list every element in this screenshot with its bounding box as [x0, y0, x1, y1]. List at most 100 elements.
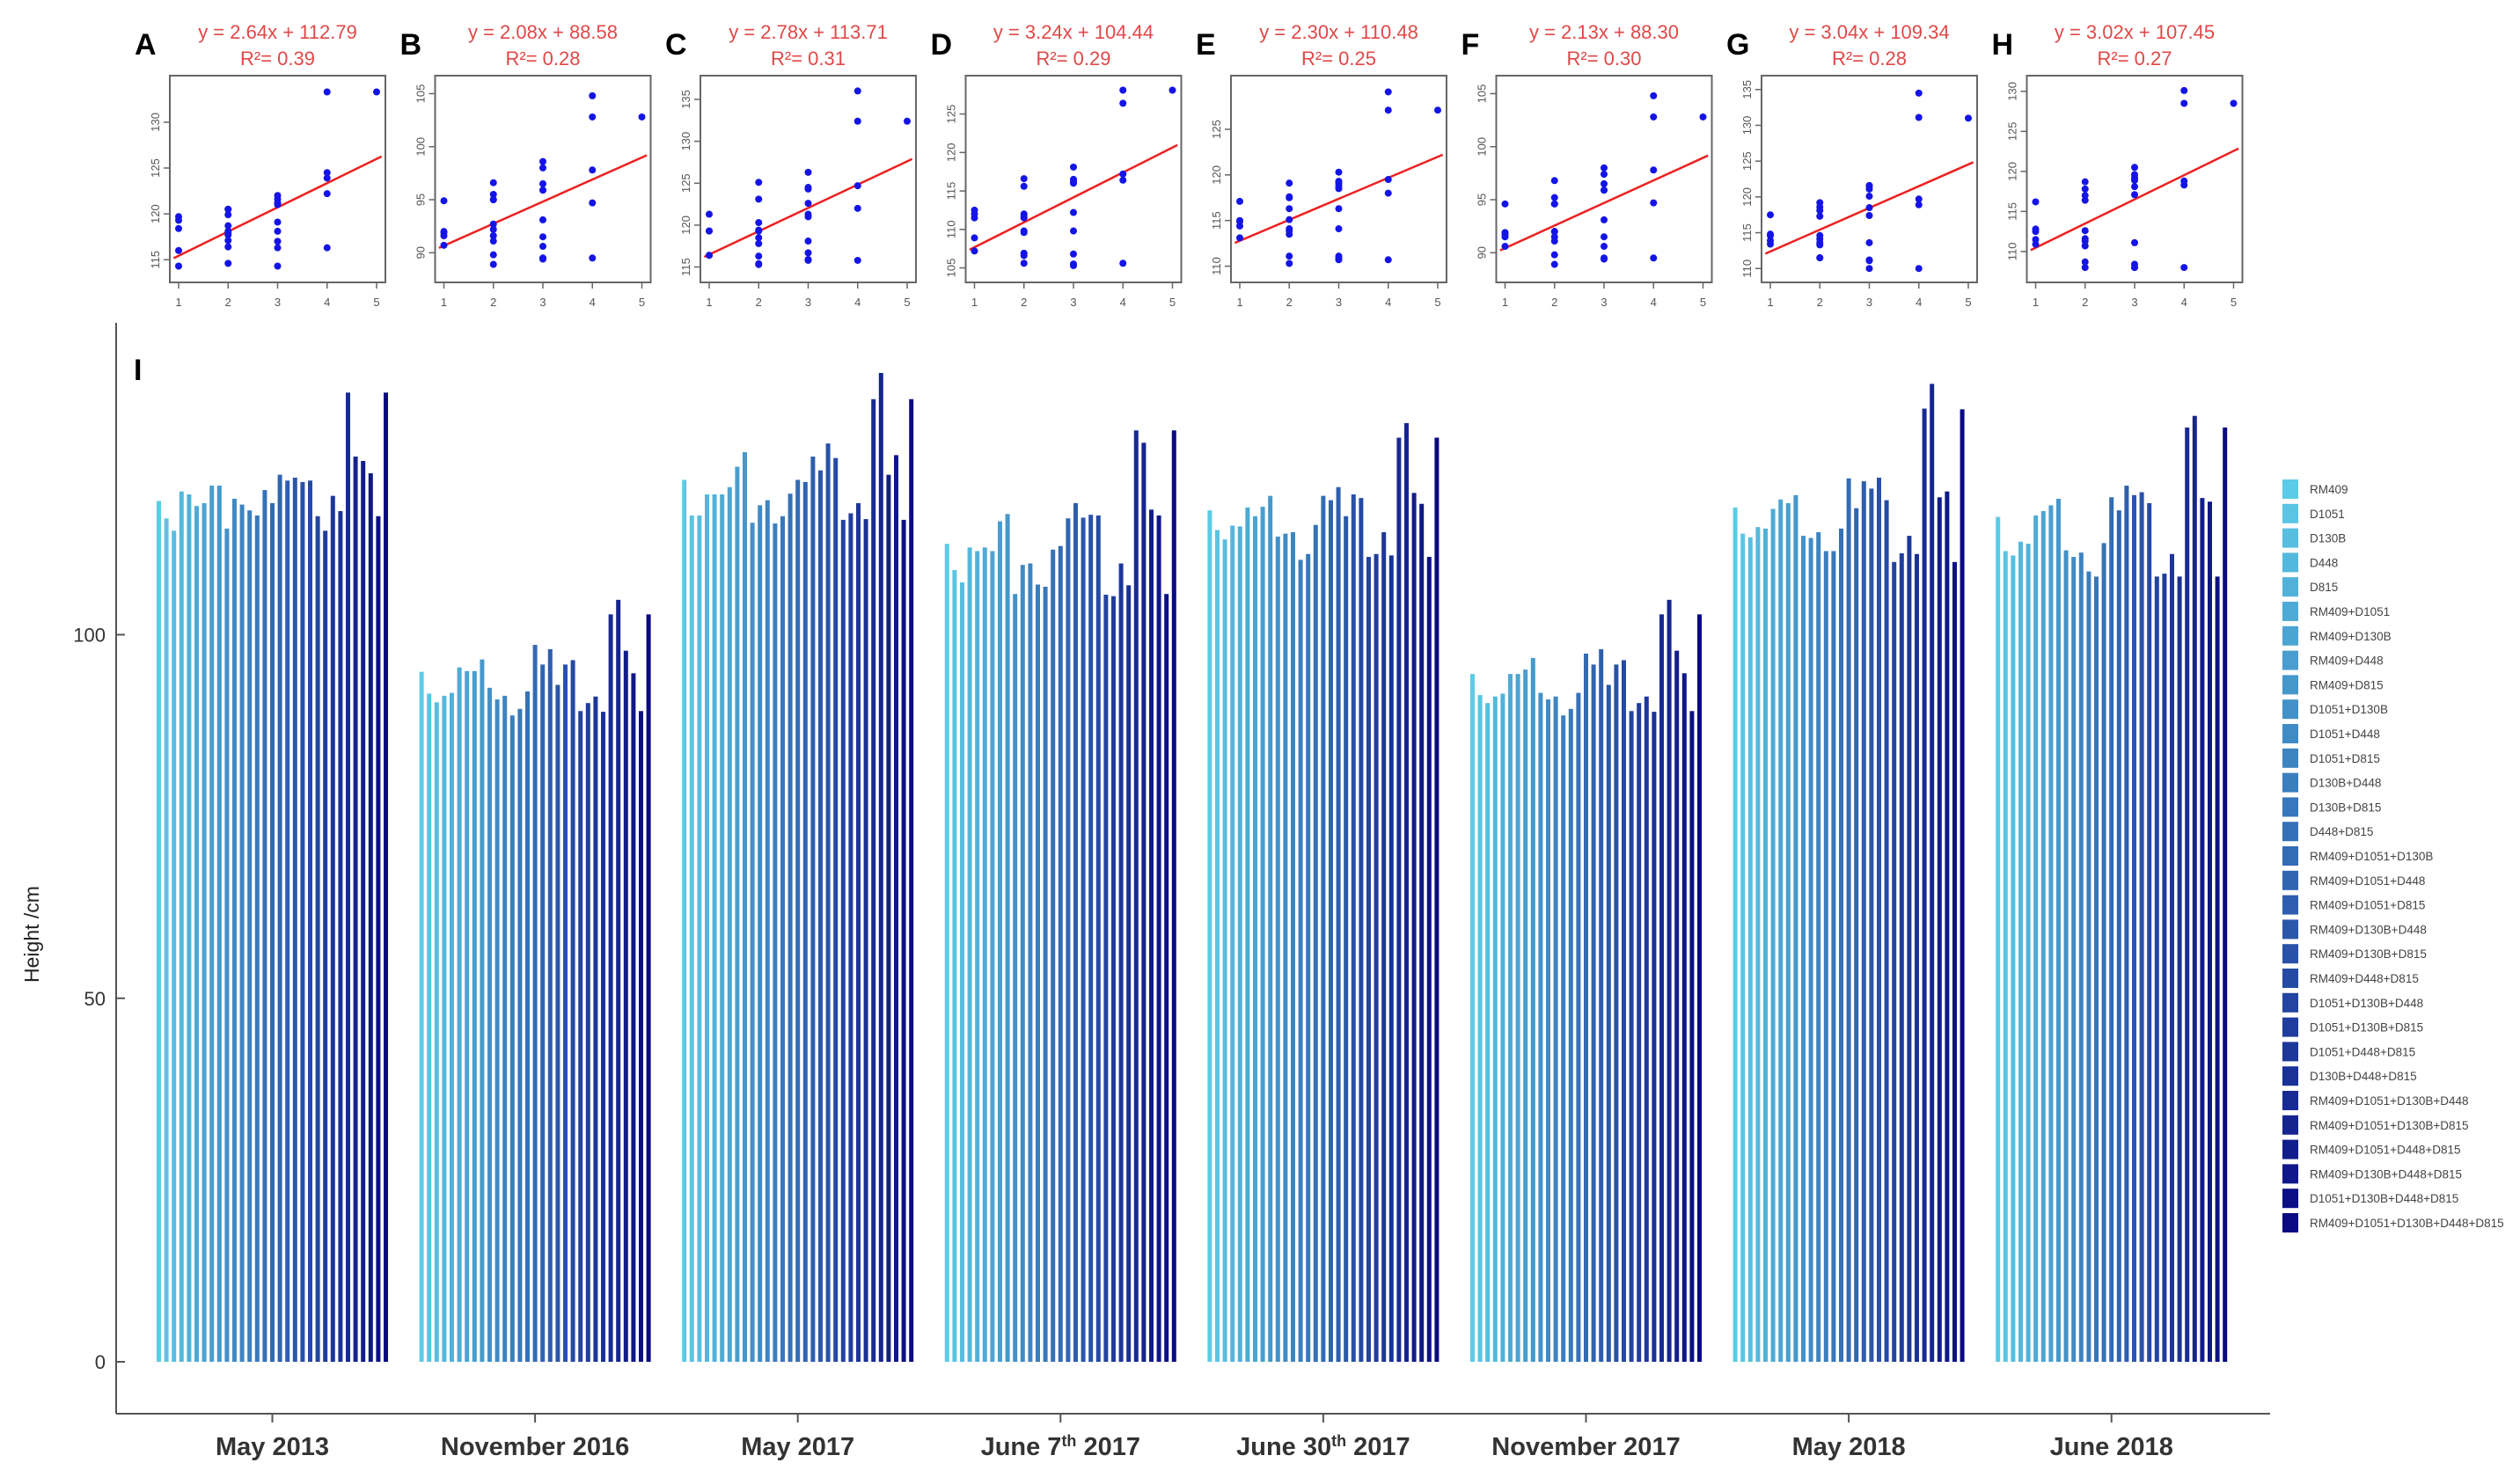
legend-item: RM409+D130B [2282, 625, 2392, 646]
legend-label: RM409+D1051+D815 [2310, 899, 2425, 912]
scatter-point [1286, 216, 1293, 223]
bar [1207, 510, 1212, 1362]
scatter-point [1865, 257, 1873, 265]
x-tick-label: 1 [1767, 296, 1773, 309]
legend-label: D815 [2310, 581, 2338, 594]
bar [1404, 422, 1409, 1362]
bar [982, 547, 987, 1362]
bar [239, 504, 245, 1362]
legend-label: RM409+D448 [2310, 655, 2384, 668]
legend-label: RM409+D130B [2310, 630, 2392, 643]
plot-frame [1761, 75, 1978, 283]
bar [1028, 563, 1033, 1362]
bar [1689, 711, 1695, 1362]
y-tick-label: 120 [679, 216, 692, 235]
bar [1740, 533, 1746, 1362]
scatter-point [2131, 171, 2138, 179]
bar [1877, 477, 1881, 1362]
x-tick-label: 5 [904, 296, 910, 309]
x-tick-label: 3 [2131, 296, 2137, 309]
scatter-point [1816, 212, 1824, 220]
y-tick-label: 100 [414, 137, 428, 157]
regression-line [969, 143, 1178, 252]
bar [1816, 531, 1821, 1362]
bar [172, 530, 177, 1362]
legend-label: RM409+D1051+D130B+D448 [2310, 1094, 2469, 1108]
legend-swatch [2282, 479, 2298, 499]
group-label: June 30th 2017 [1236, 1432, 1410, 1461]
scatter-point [489, 251, 497, 259]
bar [2071, 557, 2077, 1362]
r-squared: R²= 0.25 [1301, 48, 1376, 69]
panel-letter: G [1726, 28, 1749, 62]
legend-item: RM409+D130B+D448+D815 [2282, 1164, 2462, 1184]
bar [308, 480, 312, 1362]
bar [2101, 543, 2106, 1362]
bar [1530, 657, 1535, 1362]
scatter-point [1286, 179, 1293, 187]
bar [1066, 518, 1071, 1362]
legend-swatch [2282, 1213, 2298, 1232]
bar [960, 581, 964, 1362]
bar [2132, 494, 2136, 1362]
bar [1088, 515, 1094, 1362]
scatter-point [224, 243, 232, 251]
y-tick-label: 90 [414, 246, 428, 259]
scatter-point [1915, 265, 1923, 273]
bar [720, 494, 725, 1362]
legend-swatch [2282, 724, 2298, 743]
r-squared: R²= 0.31 [771, 48, 846, 69]
scatter-point [440, 228, 448, 236]
regression-equation: y = 3.24x + 104.44 [993, 21, 1154, 43]
legend-label: RM409+D1051 [2310, 605, 2390, 618]
legend-label: D130B+D815 [2310, 801, 2381, 814]
scatter-point [274, 238, 282, 245]
scatter-point [853, 204, 861, 212]
scatter-point [755, 234, 763, 242]
scatter-point [274, 227, 282, 235]
bar [1434, 437, 1439, 1362]
bar [639, 711, 643, 1362]
legend-label: D1051+D130B+D448 [2310, 997, 2423, 1010]
scatter-point [1286, 225, 1293, 233]
scatter-point [1020, 227, 1028, 235]
scatter-point [1070, 250, 1077, 258]
scatter-point [804, 168, 812, 176]
bar [1133, 430, 1139, 1362]
legend-label: D1051+D448+D815 [2310, 1045, 2415, 1058]
legend-label: RM409+D1051+D448 [2310, 874, 2425, 888]
scatter-point [224, 229, 232, 237]
legend-item: RM409+D1051+D130B+D448+D815 [2282, 1213, 2504, 1232]
bar [631, 673, 636, 1362]
scatter-point [755, 226, 763, 234]
bar [157, 501, 161, 1362]
bar [540, 664, 546, 1362]
scatter-point [1550, 228, 1558, 236]
scatter-point [589, 113, 597, 121]
bar [1470, 674, 1475, 1362]
bar [1846, 478, 1851, 1362]
scatter-point [1119, 176, 1127, 184]
bar [863, 519, 868, 1362]
bar [1141, 442, 1146, 1363]
bar [578, 711, 583, 1362]
r-squared: R²= 0.39 [240, 48, 315, 69]
x-tick-label: 5 [1434, 296, 1440, 309]
bar [1321, 495, 1326, 1362]
bar [1770, 508, 1776, 1362]
scatter-point [1335, 254, 1343, 262]
bar [2147, 502, 2152, 1362]
bar [330, 495, 335, 1362]
scatter-point [175, 246, 182, 254]
scatter-point [2081, 258, 2089, 266]
scatter-point [1236, 197, 1243, 205]
scatter-point [274, 244, 282, 252]
bar [1899, 552, 1904, 1362]
scatter-point [489, 196, 497, 204]
legend-label: D1051 [2310, 508, 2345, 521]
bar-group [1470, 599, 1702, 1362]
legend-label: RM409+D815 [2310, 678, 2384, 691]
bar [2162, 574, 2167, 1362]
scatter-point [1070, 208, 1077, 216]
legend-label: RM409+D130B+D448+D815 [2310, 1167, 2462, 1181]
